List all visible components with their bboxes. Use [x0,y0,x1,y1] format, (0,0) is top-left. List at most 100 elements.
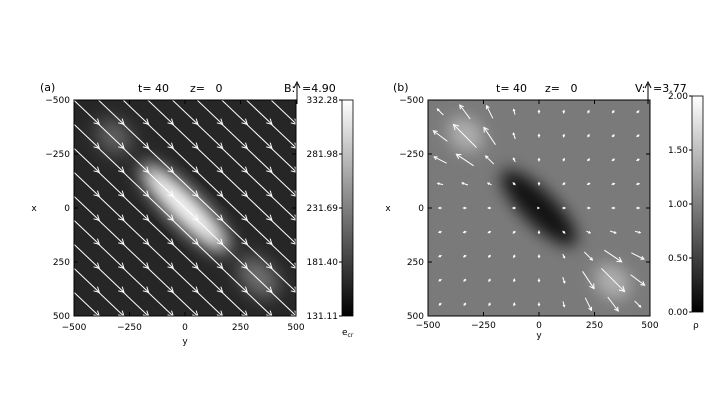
vector-arrow [438,302,442,306]
panel-a-y-axis-label: x [31,204,37,214]
vector-arrow [437,206,442,210]
panel-a-y-ticks: −500 −250 0 250 500 [45,96,296,322]
vector-arrow [270,267,296,293]
vector-arrow [636,182,641,186]
vector-arrow [512,230,516,234]
panel-b-vectors [432,104,646,312]
x-tick-label: 0 [536,321,542,331]
vector-arrow [270,243,296,269]
vector-arrow [537,278,541,283]
vector-arrow [611,158,616,162]
vector-arrow [438,278,442,282]
panel-b-plot-area [427,99,651,317]
vector-arrow [562,253,566,259]
vector-arrow [586,158,591,162]
vector-arrow [513,278,516,283]
y-tick-label: 500 [407,312,424,322]
vector-arrow [586,206,591,210]
panel-a-vector-scale: =4.90 [302,82,336,95]
vector-arrow [122,291,150,316]
panel-b-colorbar: 2.00 1.50 1.00 0.50 0.00 ρ [668,92,704,331]
panel-b-y-ticks: −250 0 250 500 −500 [399,96,650,322]
vector-arrow [562,157,565,162]
panel-b-colorbar-ticks: 2.00 1.50 1.00 0.50 0.00 [668,92,692,318]
vector-arrow [512,182,516,186]
vector-arrow [636,110,640,114]
vector-arrow [636,158,640,162]
x-tick-label: −250 [117,323,142,333]
vector-arrow [438,254,442,258]
vector-arrow [583,251,594,261]
vector-arrow [601,268,626,293]
vector-arrow [537,254,541,259]
x-tick-label: −500 [62,323,87,333]
vector-arrow [245,291,273,316]
vector-arrow [513,254,516,259]
vector-arrow [562,301,566,308]
vector-arrow [636,134,640,138]
vector-arrow [631,252,645,260]
panel-a-colorbar-ticks: 332.28 281.98 231.69 181.40 131.11 [307,96,342,322]
vector-arrow [537,157,541,162]
x-tick-label: 500 [287,323,304,333]
vector-arrow [537,206,541,210]
vector-arrow [562,133,565,138]
vector-arrow [587,109,590,114]
vector-arrow [270,123,296,149]
vector-arrow [220,291,248,316]
panel-a: (a) t= 40 z= 0 B: =4.90 −500 −250 0 250 500 … [31,80,354,347]
vector-arrow [537,109,541,114]
y-tick-label: −250 [45,150,70,160]
panel-a-label: (a) [40,81,55,94]
panel-a-colorbar: 332.28 281.98 231.69 181.40 131.11 ecr [307,96,354,339]
vector-arrow [630,274,646,286]
vector-arrow [512,132,516,140]
vector-arrow [634,230,642,234]
colorbar-tick-label: 1.00 [668,200,688,210]
colorbar-tick-label: 181.40 [307,258,339,268]
vector-arrow [604,249,623,263]
colorbar-tick-label: 281.98 [307,150,339,160]
panel-a-x-ticks: −500 −250 0 250 500 [62,100,305,333]
vector-arrow [537,181,541,186]
panel-a-plot-area [73,99,297,317]
panel-a-density-blob [237,256,279,298]
vector-arrow [452,123,477,148]
x-tick-label: 250 [586,321,603,331]
panel-b: (b) t= 40 z= 0 V: =3.77 −500 −250 0 250 500 … [385,80,704,341]
colorbar-tick-label: 0.00 [668,308,688,318]
y-tick-label: −500 [45,96,70,106]
panel-b-x-axis-label: y [536,331,542,341]
vector-arrow [270,291,296,316]
colorbar-tick-label: 231.69 [307,204,339,214]
vector-arrow [463,302,467,307]
vector-arrow [487,254,492,258]
colorbar-tick-label: 1.50 [668,146,688,156]
vector-arrow [171,291,199,316]
vector-arrow [462,230,467,234]
vector-arrow [611,109,615,114]
vector-arrow [484,155,495,165]
x-tick-label: −250 [471,321,496,331]
panel-a-colorbar-gradient [341,99,354,317]
colorbar-tick-label: 131.11 [307,312,339,322]
vector-arrow [270,195,296,221]
vector-arrow [433,156,447,164]
vector-arrow [562,206,567,210]
y-tick-label: −250 [399,150,424,160]
vector-arrow [459,104,471,120]
panel-a-vector-scale-arrow [293,80,301,104]
vector-arrow [488,278,491,283]
panel-a-title-z: z= 0 [190,82,222,95]
colorbar-tick-label: 332.28 [307,96,339,106]
panel-a-colorbar-label: ecr [342,328,354,339]
vector-arrow [562,230,566,234]
panel-b-vector-scale: =3.77 [653,82,687,95]
vector-arrow [636,206,641,210]
vector-arrow [270,171,296,197]
vector-arrow [74,291,100,316]
vector-arrow [562,276,566,284]
vector-arrow [196,291,224,316]
vector-arrow [483,126,496,145]
vector-arrow [432,130,448,142]
